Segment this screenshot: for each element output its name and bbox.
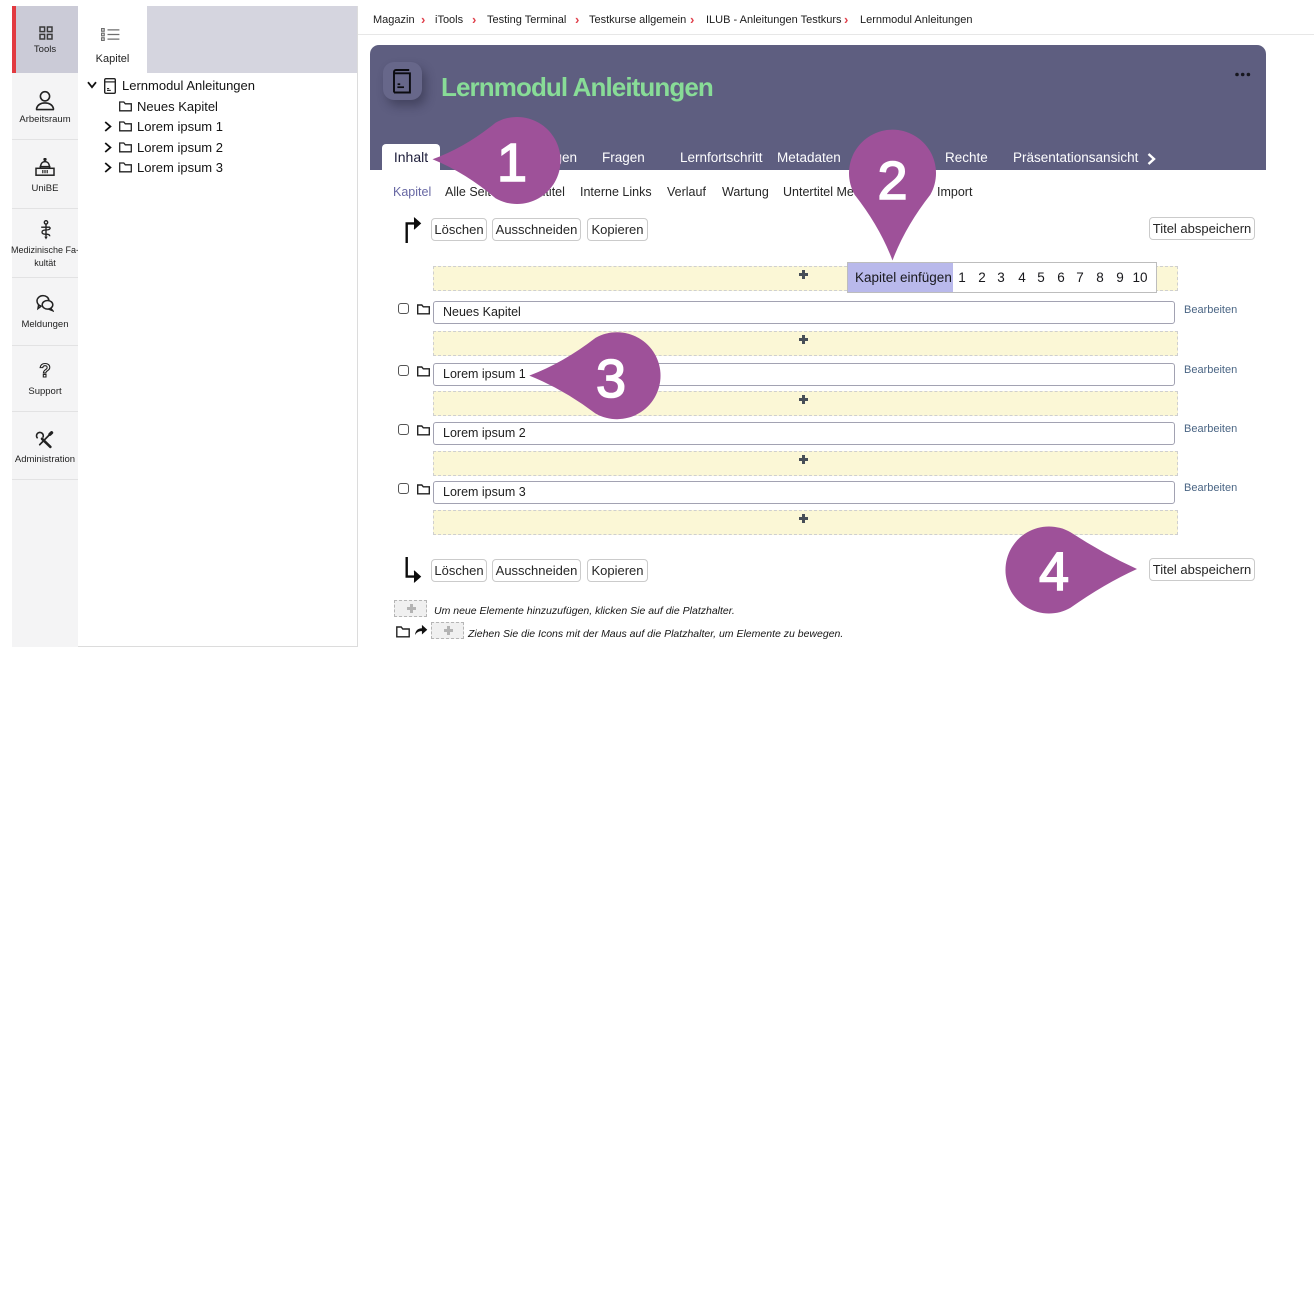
svg-text:3: 3	[596, 349, 626, 409]
svg-text:?: ?	[39, 362, 51, 382]
svg-text:1: 1	[497, 133, 527, 193]
svg-text:4: 4	[1039, 542, 1069, 602]
svg-text:2: 2	[877, 151, 907, 211]
